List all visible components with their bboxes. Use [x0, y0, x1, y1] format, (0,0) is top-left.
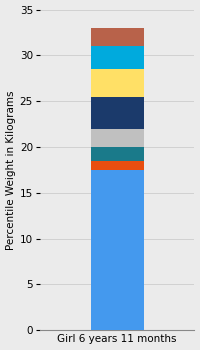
- Bar: [91, 161, 144, 170]
- Bar: [91, 147, 144, 161]
- Y-axis label: Percentile Weight in Kilograms: Percentile Weight in Kilograms: [6, 90, 16, 250]
- Bar: [91, 170, 144, 330]
- Bar: [91, 69, 144, 97]
- Bar: [91, 46, 144, 69]
- Bar: [91, 28, 144, 46]
- Bar: [91, 129, 144, 147]
- Bar: [91, 97, 144, 129]
